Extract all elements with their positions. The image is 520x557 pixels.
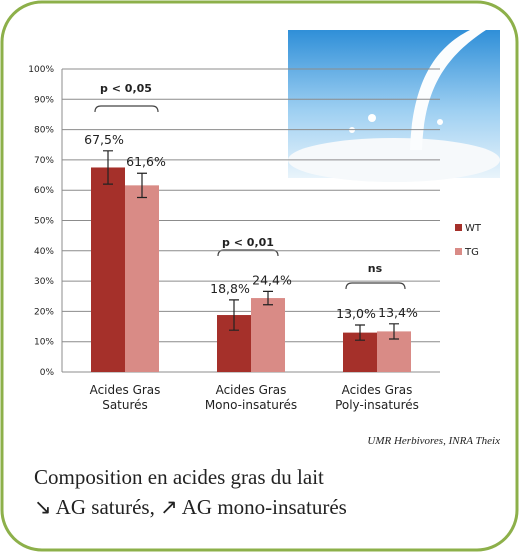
value-label: 13,4% [378, 305, 418, 320]
x-tick-line: Acides Gras [90, 383, 161, 397]
error-bar [355, 324, 365, 341]
legend-swatch [455, 248, 462, 255]
legend-label: TG [464, 247, 479, 258]
x-tick-line: Mono-insaturés [205, 398, 297, 412]
milk-image [288, 30, 500, 182]
source: UMR Herbivores, INRA Theix [367, 435, 500, 447]
x-tick-line: Poly-insaturés [335, 398, 419, 412]
caption: Composition en acides gras du lait [34, 465, 324, 489]
annotation: p < 0,05 [100, 82, 152, 95]
error-bar [137, 172, 147, 199]
x-tick-line: Acides Gras [216, 383, 287, 397]
y-tick-label: 80% [34, 126, 54, 136]
y-tick-label: 70% [34, 156, 54, 166]
annotation: ns [368, 262, 383, 275]
y-tick-label: 100% [28, 65, 54, 75]
y-tick-label: 90% [34, 95, 54, 105]
error-bar [389, 323, 399, 340]
x-tick-line: Saturés [102, 398, 148, 412]
legend-swatch [455, 224, 462, 231]
legend-label: WT [465, 223, 482, 234]
y-tick-label: 30% [34, 277, 54, 287]
x-tick-label: Acides Gras Mono-insaturés [205, 383, 297, 412]
y-tick-label: 20% [34, 307, 54, 317]
bar [251, 298, 285, 372]
x-tick-label: Acides Gras Poly-insaturés [335, 383, 419, 412]
y-tick-label: 60% [34, 186, 54, 196]
x-tick-line: Acides Gras [342, 383, 413, 397]
x-tick-label: Acides Gras Saturés [90, 383, 161, 412]
value-label: 61,6% [126, 154, 166, 169]
y-tick-label: 10% [34, 338, 54, 348]
annotation: p < 0,01 [222, 236, 274, 249]
y-tick-label: 0% [40, 368, 55, 378]
value-label: 24,4% [252, 272, 292, 287]
caption: ↘ AG saturés, ↗ AG mono-insaturés [34, 495, 347, 519]
bar [125, 185, 159, 372]
error-bar [103, 150, 113, 185]
brackets [94, 105, 406, 290]
value-label: 18,8% [210, 281, 250, 296]
y-tick-label: 40% [34, 247, 54, 257]
value-label: 67,5% [84, 132, 124, 147]
error-bar [229, 299, 239, 331]
error-bar [263, 290, 273, 306]
bar [91, 167, 125, 372]
value-label: 13,0% [336, 306, 376, 321]
y-tick-label: 50% [34, 217, 54, 227]
